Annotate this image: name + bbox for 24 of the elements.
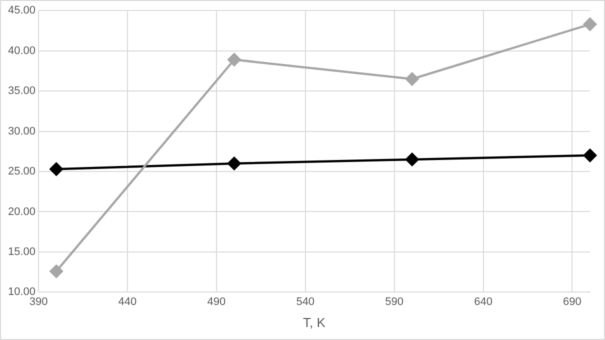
y-tick-label: 35.00	[8, 85, 36, 98]
x-tick-label: 440	[118, 296, 137, 308]
point	[50, 264, 63, 278]
x-tick-label: 540	[296, 296, 315, 308]
point	[228, 156, 241, 170]
y-tick-label: 20.00	[8, 206, 36, 218]
y-tick-label: 25.00	[8, 166, 36, 178]
x-tick-label: 490	[207, 296, 226, 308]
x-tick-label: 640	[474, 296, 492, 308]
x-tick-label: 390	[29, 296, 48, 308]
point	[50, 162, 63, 176]
point	[405, 152, 419, 166]
y-tick-label: 10.00	[8, 286, 36, 298]
x-tick-label: 690	[563, 296, 582, 308]
y-tick-label: 15.00	[8, 246, 36, 258]
x-axis-title: T, K	[303, 314, 326, 330]
point	[405, 72, 419, 86]
point	[583, 18, 597, 31]
x-tick-label: 590	[385, 296, 404, 308]
y-tick-label: 30.00	[8, 125, 36, 138]
point	[228, 53, 241, 66]
point	[583, 148, 597, 162]
y-tick-label: 40.00	[8, 44, 36, 57]
y-tick-label: 45.00	[8, 4, 36, 17]
